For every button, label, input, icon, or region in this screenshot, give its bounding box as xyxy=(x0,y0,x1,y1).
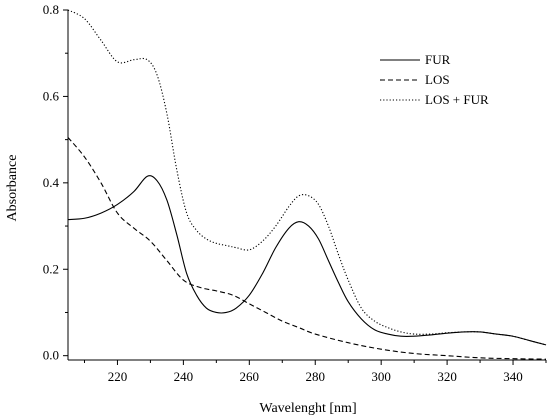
y-tick-label: 0.2 xyxy=(43,261,59,276)
legend-label-3: LOS + FUR xyxy=(425,92,489,107)
series-line-3 xyxy=(67,9,547,346)
x-tick-label: 280 xyxy=(305,369,325,384)
x-tick-label: 260 xyxy=(240,369,260,384)
legend-label-2: LOS xyxy=(425,72,450,87)
x-tick-label: 220 xyxy=(108,369,128,384)
y-axis-title: Absorbance xyxy=(5,155,20,222)
x-tick-label: 300 xyxy=(371,369,391,384)
y-tick-label: 0.0 xyxy=(43,348,59,363)
legend-label-1: FUR xyxy=(425,52,451,67)
x-tick-label: 240 xyxy=(174,369,194,384)
y-tick-label: 0.6 xyxy=(43,88,60,103)
y-tick-label: 0.8 xyxy=(43,2,59,17)
x-axis-title: Wavelenght [nm] xyxy=(259,401,356,416)
series-line-2 xyxy=(67,137,547,360)
y-tick-label: 0.4 xyxy=(43,175,60,190)
x-tick-label: 320 xyxy=(437,369,457,384)
x-tick-label: 340 xyxy=(503,369,523,384)
